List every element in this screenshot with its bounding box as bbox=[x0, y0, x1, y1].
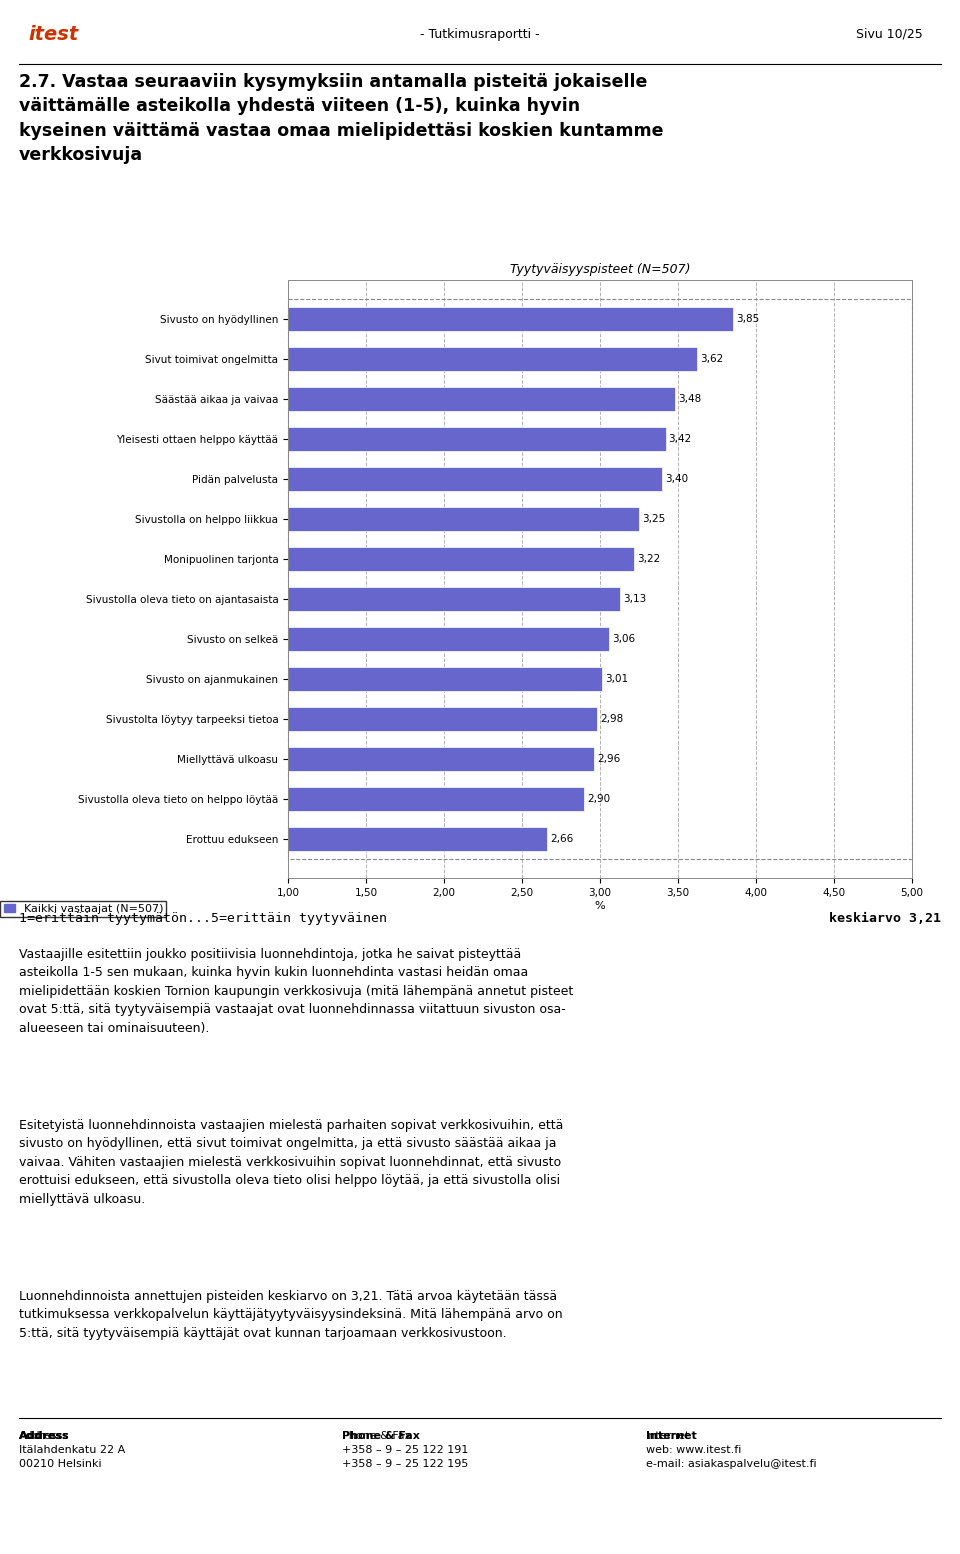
Text: 3,06: 3,06 bbox=[612, 634, 636, 643]
Text: Address
Itälahdenkatu 22 A
00210 Helsinki: Address Itälahdenkatu 22 A 00210 Helsink… bbox=[19, 1431, 126, 1469]
Text: 3,62: 3,62 bbox=[700, 354, 723, 364]
Text: 3,85: 3,85 bbox=[735, 314, 759, 323]
Text: - Tutkimusraportti -: - Tutkimusraportti - bbox=[420, 28, 540, 40]
Text: 2,90: 2,90 bbox=[588, 794, 611, 803]
Bar bbox=[288, 387, 675, 410]
Text: 3,01: 3,01 bbox=[605, 674, 628, 684]
Text: Luonnehdinnoista annettujen pisteiden keskiarvo on 3,21. Tätä arvoa käytetään tä: Luonnehdinnoista annettujen pisteiden ke… bbox=[19, 1290, 563, 1340]
Bar bbox=[288, 347, 697, 371]
Text: 3,25: 3,25 bbox=[642, 514, 665, 524]
Text: 3,42: 3,42 bbox=[668, 434, 692, 444]
Bar bbox=[288, 786, 585, 811]
Title: Tyytyväisyyspisteet (N=507): Tyytyväisyyspisteet (N=507) bbox=[510, 263, 690, 275]
Text: Internet: Internet bbox=[646, 1431, 697, 1441]
Bar bbox=[288, 427, 665, 451]
Bar bbox=[288, 747, 593, 771]
Text: 2.7. Vastaa seuraaviin kysymyksiin antamalla pisteitä jokaiselle
väittämälle ast: 2.7. Vastaa seuraaviin kysymyksiin antam… bbox=[19, 73, 663, 163]
Text: 3,40: 3,40 bbox=[665, 474, 688, 483]
Text: Internet
web: www.itest.fi
e-mail: asiakaspalvelu@itest.fi: Internet web: www.itest.fi e-mail: asiak… bbox=[646, 1431, 817, 1469]
Bar bbox=[288, 707, 597, 730]
Legend: Kaikki vastaajat (N=507): Kaikki vastaajat (N=507) bbox=[0, 901, 166, 917]
Bar bbox=[288, 466, 662, 491]
Text: Sivu 10/25: Sivu 10/25 bbox=[855, 28, 923, 40]
Text: Address: Address bbox=[19, 1431, 70, 1441]
Text: 2,98: 2,98 bbox=[600, 713, 623, 724]
Bar bbox=[288, 306, 732, 331]
Bar bbox=[288, 547, 635, 570]
Text: 3,22: 3,22 bbox=[637, 553, 660, 564]
Text: Address: Address bbox=[19, 1431, 70, 1441]
Text: Phone & Fax
+358 – 9 – 25 122 191
+358 – 9 – 25 122 195: Phone & Fax +358 – 9 – 25 122 191 +358 –… bbox=[342, 1431, 468, 1469]
X-axis label: %: % bbox=[594, 900, 606, 911]
Text: Phone & Fax: Phone & Fax bbox=[342, 1431, 420, 1441]
Text: itest: itest bbox=[29, 25, 79, 44]
Text: keskiarvo 3,21: keskiarvo 3,21 bbox=[828, 912, 941, 925]
Text: 3,13: 3,13 bbox=[623, 594, 647, 605]
Text: Vastaajille esitettiin joukko positiivisia luonnehdintoja, jotka he saivat piste: Vastaajille esitettiin joukko positiivis… bbox=[19, 948, 573, 1035]
Bar bbox=[288, 827, 547, 852]
Bar bbox=[288, 507, 639, 531]
Bar bbox=[288, 587, 620, 611]
Bar bbox=[288, 626, 610, 651]
Text: 2,66: 2,66 bbox=[550, 834, 573, 844]
Text: 2,96: 2,96 bbox=[597, 754, 620, 765]
Text: Esitetyistä luonnehdinnoista vastaajien mielestä parhaiten sopivat verkkosivuihi: Esitetyistä luonnehdinnoista vastaajien … bbox=[19, 1119, 564, 1206]
Text: 1=erittäin tyytymätön...5=erittäin tyytyväinen: 1=erittäin tyytymätön...5=erittäin tyyty… bbox=[19, 912, 387, 925]
Bar bbox=[288, 667, 602, 692]
Text: 3,48: 3,48 bbox=[678, 393, 701, 404]
